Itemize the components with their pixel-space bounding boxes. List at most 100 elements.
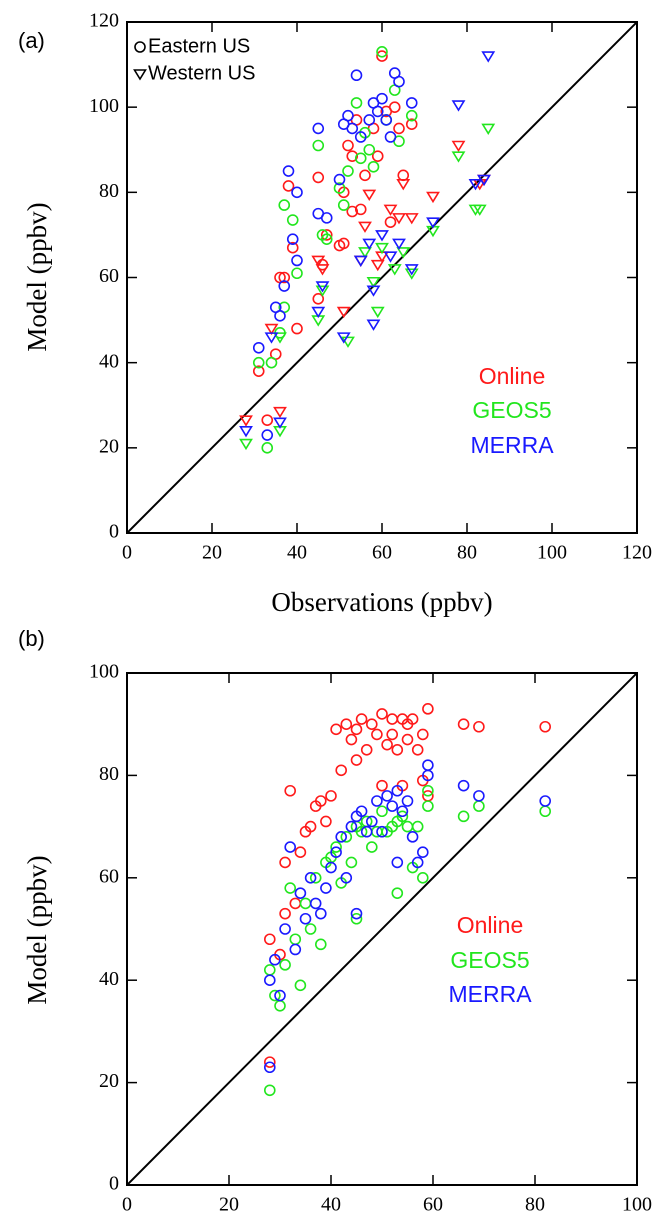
- point-circle: [291, 322, 303, 335]
- point-triangle: [362, 189, 377, 201]
- point-circle: [340, 871, 353, 884]
- point-circle: [263, 1056, 276, 1068]
- point-circle: [345, 820, 358, 833]
- x-tick-label: 20: [202, 542, 222, 564]
- point-circle: [330, 723, 342, 736]
- point-circle: [401, 820, 414, 833]
- point-circle: [263, 1061, 276, 1074]
- point-circle: [284, 882, 297, 894]
- point-circle: [391, 887, 404, 899]
- x-tick-label: 0: [122, 542, 132, 564]
- legend-label: Online: [479, 363, 545, 389]
- point-circle: [393, 75, 405, 88]
- point-circle: [354, 203, 367, 216]
- point-circle: [320, 882, 332, 894]
- x-tick-label: 80: [525, 1194, 545, 1216]
- point-circle: [342, 165, 354, 177]
- point-circle: [380, 114, 393, 126]
- y-tick-label: 60: [99, 865, 119, 887]
- point-circle: [376, 50, 388, 62]
- point-circle: [360, 743, 373, 756]
- point-circle: [539, 805, 552, 818]
- y-tick-label: 120: [89, 10, 119, 32]
- point-triangle: [264, 332, 279, 344]
- point-circle: [291, 186, 303, 199]
- x-axis-label: Observations (ppbv): [271, 587, 492, 617]
- point-circle: [376, 825, 388, 838]
- point-triangle: [358, 247, 372, 259]
- point-circle: [457, 779, 470, 792]
- point-circle: [314, 938, 327, 951]
- point-circle: [325, 790, 337, 802]
- point-circle: [384, 216, 397, 228]
- point-circle: [354, 152, 367, 165]
- point-circle: [320, 233, 333, 245]
- point-circle: [333, 182, 346, 194]
- legend-label: Online: [457, 912, 523, 938]
- point-triangle: [472, 204, 487, 216]
- point-circle: [401, 795, 414, 807]
- one-to-one-line: [126, 672, 638, 1186]
- point-circle: [286, 241, 299, 254]
- point-triangle: [264, 323, 279, 336]
- y-tick-label: 80: [99, 180, 119, 202]
- point-triangle: [392, 238, 406, 250]
- point-circle: [284, 841, 297, 853]
- y-tick-label: 60: [99, 265, 119, 287]
- x-tick-label: 20: [219, 1194, 239, 1216]
- point-triangle: [273, 332, 287, 344]
- point-triangle: [481, 51, 496, 63]
- point-circle: [381, 790, 393, 802]
- point-circle: [342, 109, 354, 122]
- point-circle: [371, 728, 383, 741]
- point-circle: [396, 810, 409, 823]
- point-circle: [263, 964, 276, 976]
- point-circle: [263, 974, 276, 987]
- point-circle: [457, 718, 470, 731]
- point-circle: [309, 871, 322, 884]
- point-circle: [350, 97, 363, 109]
- point-triangle: [451, 151, 466, 163]
- point-circle: [350, 723, 363, 736]
- point-circle: [294, 846, 307, 859]
- point-circle: [265, 356, 278, 369]
- point-triangle: [451, 100, 466, 112]
- point-circle: [393, 122, 405, 135]
- point-triangle: [481, 123, 496, 135]
- point-circle: [346, 150, 359, 162]
- legend-marker: [134, 41, 146, 53]
- point-circle: [333, 173, 346, 186]
- point-triangle: [273, 417, 287, 429]
- point-circle: [299, 912, 312, 925]
- point-triangle: [366, 276, 381, 289]
- point-circle: [314, 907, 327, 920]
- point-circle: [367, 160, 380, 173]
- y-tick-label: 20: [99, 435, 119, 457]
- point-circle: [335, 831, 348, 843]
- point-circle: [371, 150, 384, 162]
- point-circle: [457, 810, 470, 823]
- point-circle: [252, 341, 265, 354]
- point-circle: [411, 743, 424, 756]
- point-circle: [282, 180, 295, 192]
- point-circle: [342, 139, 354, 152]
- panel-label: (a): [18, 28, 45, 53]
- point-circle: [314, 795, 327, 807]
- point-circle: [337, 199, 350, 211]
- y-tick-label: 40: [99, 968, 119, 990]
- point-circle: [539, 795, 552, 807]
- point-circle: [346, 205, 359, 218]
- x-tick-label: 100: [622, 1194, 652, 1216]
- point-circle: [422, 800, 434, 812]
- point-circle: [386, 800, 399, 812]
- x-tick-label: 80: [457, 542, 477, 564]
- x-tick-label: 60: [372, 542, 392, 564]
- y-tick-label: 80: [99, 763, 119, 785]
- point-circle: [350, 912, 363, 925]
- point-circle: [279, 907, 291, 920]
- point-circle: [263, 1084, 276, 1097]
- point-circle: [294, 979, 307, 992]
- point-triangle: [341, 336, 355, 348]
- point-circle: [289, 897, 302, 910]
